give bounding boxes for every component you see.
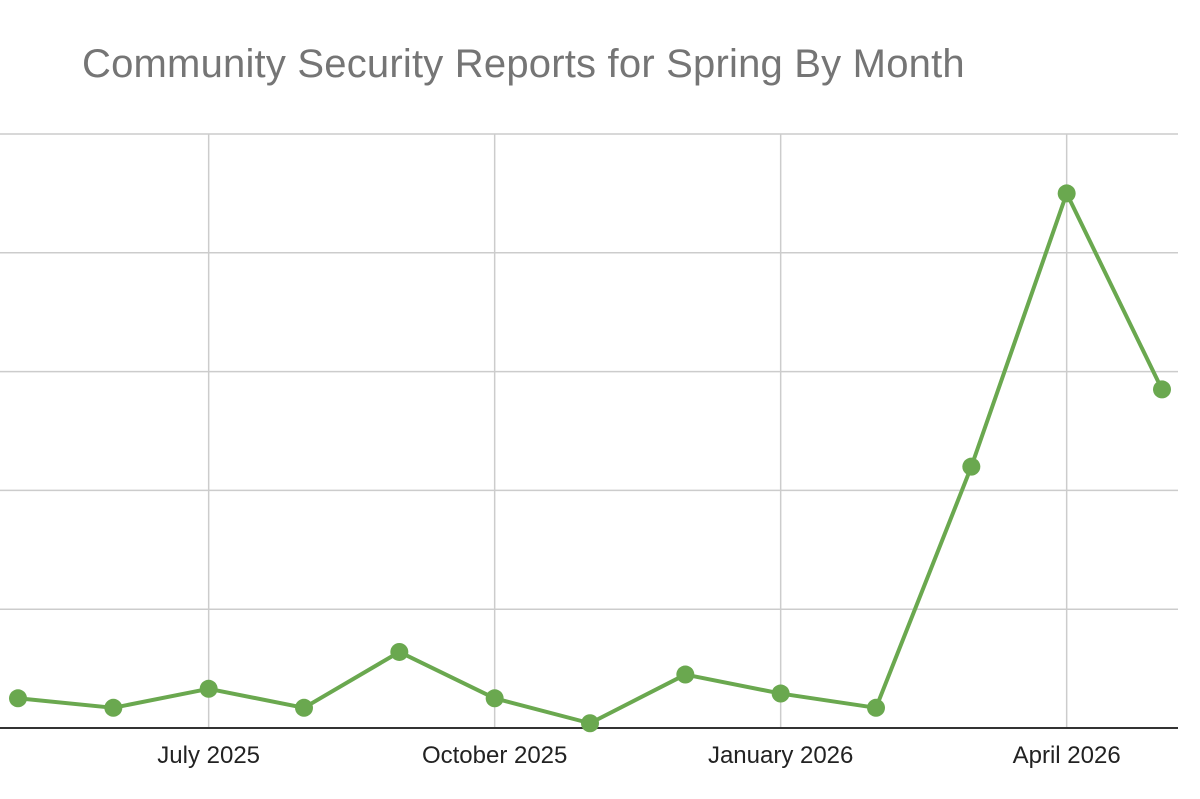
- x-tick-label-2025-07: July 2025: [157, 742, 260, 769]
- data-point-2026-01: [771, 684, 790, 703]
- data-point-2026-04: [1057, 184, 1076, 203]
- x-tick-label-2026-01: January 2026: [708, 742, 853, 769]
- data-point-2025-11: [581, 714, 599, 733]
- data-point-2025-06: [104, 698, 123, 717]
- data-point-2025-08: [295, 698, 313, 717]
- data-point-2025-05: [9, 689, 27, 708]
- data-point-2026-02: [867, 698, 885, 717]
- series-layer: [9, 184, 1171, 733]
- data-point-2025-10: [485, 689, 504, 708]
- data-point-2025-09: [390, 642, 409, 661]
- x-tick-label-2026-04: April 2026: [1013, 742, 1121, 769]
- x-tick-labels: July 2025 October 2025 January 2026 April 2…: [157, 742, 1120, 769]
- data-point-2025-07: [199, 679, 218, 698]
- x-tick-label-2025-10: October 2025: [422, 742, 567, 769]
- series-line-0: [16, 191, 1164, 726]
- data-point-2026-05: [1153, 380, 1171, 399]
- grid-layer: [0, 133, 1178, 728]
- data-point-2025-12: [676, 665, 695, 684]
- data-point-2026-03: [962, 457, 981, 476]
- chart-title: Community Security Reports for Spring By…: [82, 42, 965, 86]
